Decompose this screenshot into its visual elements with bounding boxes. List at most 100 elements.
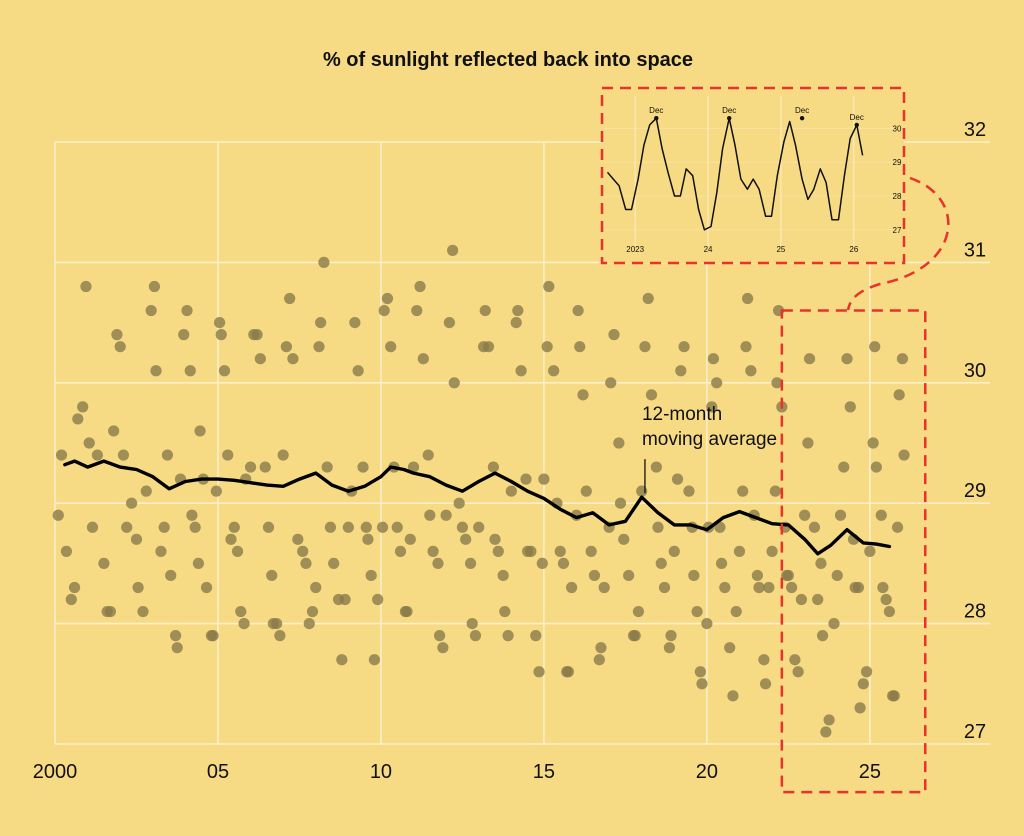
data-point: [424, 509, 436, 521]
data-point: [636, 485, 648, 497]
data-point: [841, 353, 853, 365]
data-point: [580, 485, 592, 497]
data-point: [104, 605, 117, 618]
data-point: [880, 593, 892, 606]
data-point: [238, 618, 250, 630]
y-tick-label-27: 27: [964, 721, 986, 743]
data-point: [60, 545, 73, 557]
monthly-dots: [52, 244, 910, 738]
data-point: [158, 521, 170, 533]
data-point: [753, 581, 765, 594]
data-point: [228, 521, 240, 533]
data-point: [497, 569, 509, 582]
data-point: [360, 521, 372, 533]
data-point: [566, 581, 578, 594]
data-point: [284, 292, 296, 305]
data-point: [694, 666, 706, 678]
data-point: [91, 449, 103, 461]
data-point: [52, 509, 64, 521]
inset-peak-label: Dec: [795, 106, 809, 115]
x-axis-ticks: 2000 05 10 15 20 25: [33, 761, 881, 783]
data-point: [68, 581, 81, 594]
data-point: [629, 630, 641, 642]
inset-peak-labels: Dec Dec Dec Dec: [649, 106, 864, 128]
data-point: [55, 449, 68, 461]
data-point: [593, 654, 605, 666]
data-point: [802, 437, 814, 449]
inset-peak-marker: [799, 115, 805, 121]
data-point: [385, 341, 397, 353]
data-point: [271, 618, 283, 630]
data-point: [671, 473, 684, 485]
data-point: [266, 569, 278, 582]
data-point: [883, 605, 896, 618]
data-point: [365, 569, 377, 582]
data-point: [758, 654, 770, 666]
data-point: [707, 353, 719, 365]
data-point: [83, 437, 95, 449]
data-point: [632, 605, 645, 618]
data-point: [352, 365, 364, 377]
data-point: [733, 545, 746, 557]
data-point: [515, 365, 527, 377]
data-point: [186, 509, 198, 521]
data-point: [605, 377, 617, 389]
connector-curve: [846, 176, 950, 311]
data-point: [727, 690, 739, 702]
data-point: [812, 593, 824, 606]
data-point: [639, 341, 651, 353]
data-point: [349, 317, 361, 329]
data-point: [277, 449, 289, 461]
data-point: [434, 630, 446, 642]
data-point: [464, 557, 477, 570]
data-point: [210, 485, 222, 497]
inset-peak-marker: [654, 115, 659, 121]
data-point: [658, 581, 671, 594]
data-point: [614, 497, 627, 509]
data-point: [701, 618, 713, 630]
data-point: [598, 581, 610, 594]
data-point: [192, 557, 205, 570]
data-point: [487, 461, 499, 473]
x-tick-label-20: 20: [696, 761, 718, 783]
inset-peak-label: Dec: [850, 113, 864, 122]
data-point: [254, 353, 266, 365]
data-point: [803, 353, 816, 365]
data-point: [525, 545, 537, 557]
data-point: [502, 630, 514, 642]
data-point: [306, 605, 319, 618]
data-point: [213, 317, 226, 329]
data-point: [318, 256, 330, 268]
data-point: [437, 642, 449, 654]
data-point: [324, 521, 337, 533]
data-point: [391, 521, 403, 533]
data-point: [443, 317, 455, 329]
data-point: [328, 557, 340, 570]
main-grid: [54, 141, 990, 745]
data-point: [235, 605, 247, 618]
data-point: [742, 292, 754, 305]
data-point: [771, 377, 783, 389]
data-point: [244, 461, 257, 473]
x-tick-label-15: 15: [533, 761, 555, 783]
data-point: [189, 521, 201, 533]
chart-title: % of sunlight reflected back into space: [323, 49, 693, 71]
data-point: [844, 401, 856, 413]
annotation-line-2: moving average: [642, 429, 777, 450]
data-point: [799, 509, 811, 521]
data-point: [169, 630, 182, 642]
data-point: [618, 533, 630, 545]
data-point: [321, 461, 333, 473]
data-point: [520, 473, 532, 485]
data-point: [357, 461, 369, 473]
data-point: [675, 365, 687, 377]
data-point: [315, 317, 327, 329]
data-point: [512, 304, 524, 317]
data-point: [482, 341, 495, 353]
data-point: [165, 569, 177, 582]
data-point: [303, 618, 315, 630]
data-point: [362, 533, 374, 545]
data-point: [663, 642, 675, 654]
data-point: [414, 280, 426, 293]
data-point: [259, 461, 271, 473]
